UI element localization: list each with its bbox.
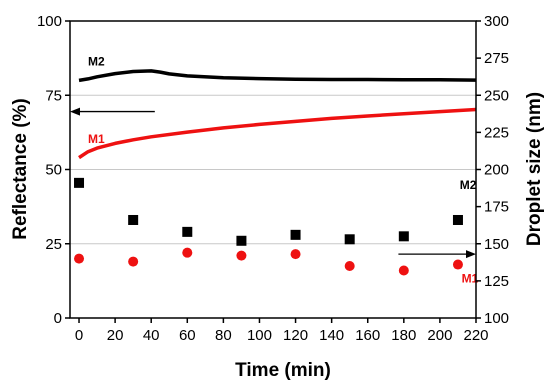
arrow-head [466, 250, 476, 259]
data-point-square [452, 214, 463, 225]
plot-area: M2 M1 M2 M1 [70, 55, 479, 285]
y-right-tick-label: 150 [484, 236, 509, 253]
data-point-circle [236, 250, 247, 261]
y-axis-right-title: Droplet size (nm) [524, 92, 545, 246]
y-left-tick-label: 100 [37, 13, 62, 30]
grid-lines [70, 94, 476, 245]
y-axis-left-title: Reflectance (%) [10, 98, 31, 240]
data-point-circle [452, 259, 463, 270]
y-right-tick-label: 100 [484, 310, 509, 327]
y-left-tick-label: 75 [45, 87, 62, 104]
data-point-circle [398, 265, 409, 276]
y-left-tick-label: 0 [54, 310, 62, 327]
x-tick-label: 160 [355, 327, 380, 344]
axes: 0 20 40 60 80 100 120 140 160 180 200 220 0 25 50 75 100… [37, 13, 509, 344]
y-right-tick-label: 200 [484, 162, 509, 179]
x-tick-label: 0 [75, 327, 83, 344]
x-tick-label: 20 [107, 327, 124, 344]
data-point-circle [290, 249, 301, 260]
y-right-tick-label: 225 [484, 124, 509, 141]
x-tick-label: 60 [179, 327, 196, 344]
series-annotation: M2 [88, 55, 105, 69]
x-tick-label: 80 [215, 327, 232, 344]
series-line [78, 107, 477, 160]
x-tick-label: 200 [427, 327, 452, 344]
data-point-square [128, 214, 139, 225]
y-right-tick-label: 300 [484, 13, 509, 30]
x-tick-label: 100 [247, 327, 272, 344]
x-tick-label: 180 [391, 327, 416, 344]
data-point-square [74, 177, 85, 188]
data-point-circle [74, 253, 85, 264]
series-annotation: M1 [88, 132, 105, 146]
data-point-circle [128, 256, 139, 267]
y-left-tick-label: 50 [45, 162, 62, 179]
y-right-tick-label: 250 [484, 87, 509, 104]
data-point-square [290, 229, 301, 240]
series-annotation: M2 [460, 178, 477, 192]
series-annotation: M1 [462, 271, 479, 285]
x-tick-label: 140 [319, 327, 344, 344]
data-point-square [236, 235, 247, 246]
y-right-tick-label: 175 [484, 199, 509, 216]
y-right-tick-label: 125 [484, 273, 509, 290]
data-point-circle [182, 247, 193, 258]
y-left-tick-label: 25 [45, 236, 62, 253]
x-tick-label: 40 [143, 327, 160, 344]
x-tick-label: 220 [463, 327, 488, 344]
data-point-circle [344, 261, 355, 272]
arrow-head [70, 107, 80, 116]
data-point-square [182, 226, 193, 237]
series-line [78, 69, 477, 83]
x-axis-title: Time (min) [235, 360, 331, 381]
data-point-square [344, 234, 355, 245]
data-point-square [398, 231, 409, 242]
x-tick-label: 120 [283, 327, 308, 344]
y-right-tick-label: 275 [484, 50, 509, 67]
